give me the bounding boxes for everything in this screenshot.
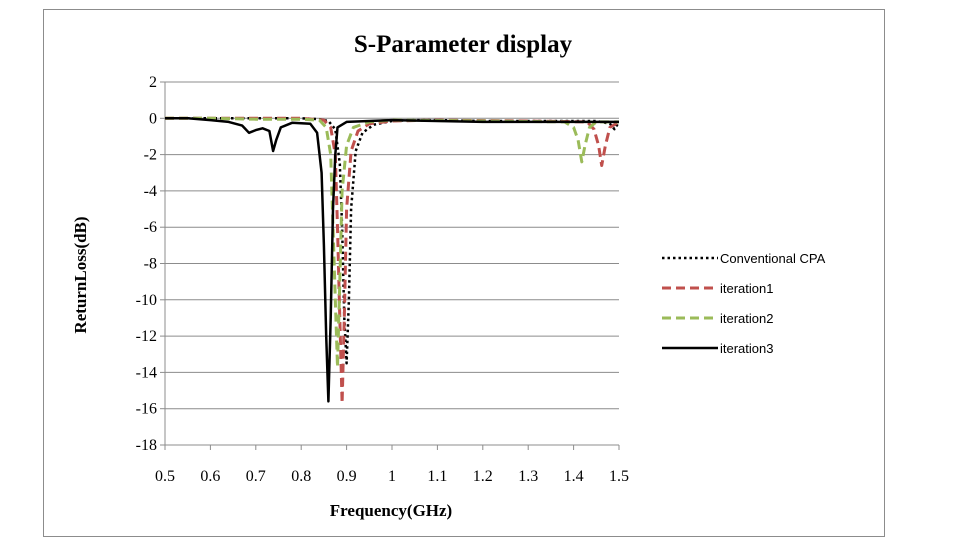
legend: Conventional CPA iteration1 iteration2 iter… — [662, 251, 826, 356]
series-line-iteration3 — [165, 117, 619, 403]
chart-area: S-Parameter display ReturnLoss(dB) Frequ… — [43, 9, 885, 537]
gridlines — [165, 81, 619, 446]
x-tick-label: 0.8 — [291, 468, 311, 485]
x-axis-title: Frequency(GHz) — [330, 501, 452, 520]
x-tick-label: 0.7 — [246, 468, 266, 485]
x-tick-label: 1 — [388, 468, 396, 485]
x-tick-label: 1.2 — [473, 468, 493, 485]
legend-label: Conventional CPA — [720, 251, 826, 266]
y-tick-label: -2 — [144, 147, 157, 164]
x-tick-label: 0.6 — [200, 468, 220, 485]
series-line-iteration2 — [165, 116, 619, 369]
tick-labels: 2 0 -2 -4 -6 -8 -10 -12 -14 -16 -18 0.5 0.6 0.7 0.8 0.9… — [136, 74, 629, 485]
y-tick-label: -12 — [136, 328, 157, 345]
y-tick-label: 2 — [149, 74, 157, 91]
x-tick-label: 1.1 — [427, 468, 447, 485]
y-tick-label: -16 — [136, 401, 157, 418]
line-chart: S-Parameter display ReturnLoss(dB) Frequ… — [71, 31, 826, 520]
series-line-iteration1 — [165, 116, 620, 405]
y-tick-label: -18 — [136, 437, 157, 454]
y-tick-label: -8 — [144, 256, 157, 273]
y-tick-label: -10 — [136, 292, 157, 309]
y-tick-label: -4 — [144, 183, 157, 200]
series-lines — [165, 116, 621, 405]
legend-label: iteration2 — [720, 311, 773, 326]
y-tick-label: -6 — [144, 219, 157, 236]
x-tick-label: 0.5 — [155, 468, 175, 485]
chart-title: S-Parameter display — [354, 31, 573, 58]
x-tick-label: 1.3 — [518, 468, 538, 485]
y-tick-label: -14 — [136, 364, 157, 381]
axes — [160, 81, 620, 450]
legend-label: iteration3 — [720, 341, 773, 356]
y-tick-label: 0 — [149, 110, 157, 127]
x-tick-label: 1.4 — [564, 468, 584, 485]
x-tick-label: 0.9 — [337, 468, 357, 485]
x-tick-label: 1.5 — [609, 468, 629, 485]
legend-label: iteration1 — [720, 281, 773, 296]
y-axis-title: ReturnLoss(dB) — [71, 216, 90, 333]
